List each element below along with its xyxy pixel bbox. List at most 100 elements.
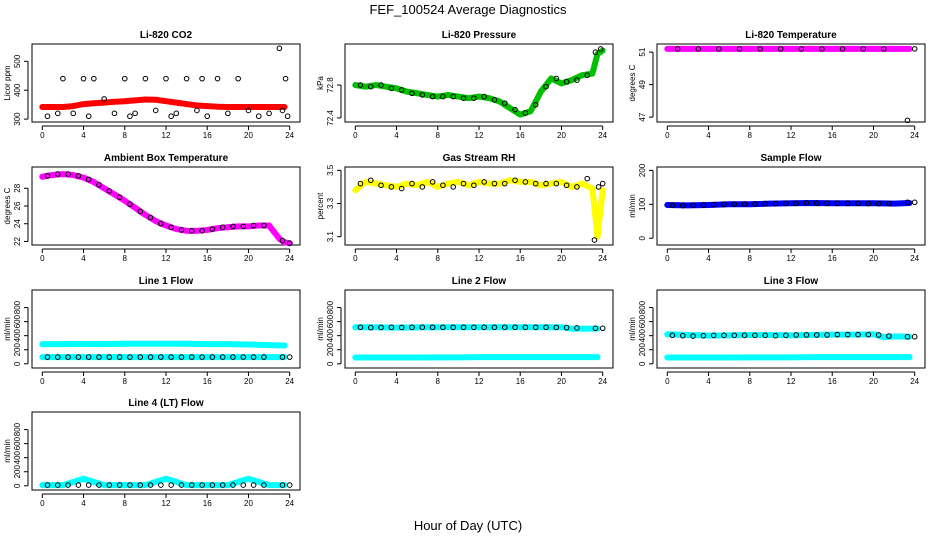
data-point xyxy=(286,482,293,488)
data-point xyxy=(261,482,267,488)
plot-frame xyxy=(656,166,926,246)
data-point xyxy=(352,82,359,88)
data-point xyxy=(429,93,436,100)
data-point xyxy=(460,180,467,187)
x-tick-label: 4 xyxy=(394,131,399,140)
data-point xyxy=(388,184,395,190)
data-point xyxy=(579,180,585,187)
x-tick-label: 0 xyxy=(40,254,45,263)
data-point xyxy=(250,354,257,360)
data-point xyxy=(721,201,727,208)
data-point xyxy=(393,184,400,190)
data-point xyxy=(96,181,102,188)
x-tick-label: 24 xyxy=(598,254,607,263)
data-point xyxy=(132,204,138,211)
data-point xyxy=(132,110,138,117)
y-axis-label: kPa xyxy=(316,76,325,90)
data-point xyxy=(685,332,691,338)
data-point xyxy=(440,93,446,100)
data-point xyxy=(460,95,467,101)
data-point xyxy=(152,218,159,224)
data-point xyxy=(266,482,272,488)
y-axis-label: Licor ppm xyxy=(3,65,12,100)
data-point xyxy=(173,99,180,106)
y-tick-label: 400 xyxy=(13,450,22,464)
panel-li-820-temperature: Li-820 Temperature 0 4 8 12 16 20 24 47 49 51degre… xyxy=(628,30,926,140)
x-tick-label: 24 xyxy=(285,499,294,508)
data-point xyxy=(65,171,71,177)
data-point xyxy=(414,182,420,189)
data-point xyxy=(147,354,154,360)
y-tick-label: 72.4 xyxy=(326,110,335,126)
data-point xyxy=(669,202,676,209)
data-point xyxy=(404,88,410,95)
data-point xyxy=(440,324,446,331)
data-point xyxy=(839,46,846,52)
x-tick-label: 4 xyxy=(706,377,711,386)
data-point xyxy=(844,331,851,338)
y-axis-label: ml/min xyxy=(628,194,637,218)
data-point xyxy=(163,75,169,82)
data-point xyxy=(808,46,815,52)
y-tick-label: 200 xyxy=(638,163,647,177)
data-point xyxy=(414,90,420,97)
data-point xyxy=(589,185,596,192)
plot-frame xyxy=(31,289,301,369)
data-point xyxy=(599,187,606,194)
series-avg xyxy=(39,475,288,489)
data-point xyxy=(595,184,602,190)
panel-title: Gas Stream RH xyxy=(443,153,516,164)
series-band xyxy=(39,340,288,349)
data-point xyxy=(127,354,133,360)
data-point xyxy=(183,340,190,347)
data-point xyxy=(886,333,892,339)
data-point xyxy=(255,222,262,229)
data-point xyxy=(219,482,226,488)
data-point xyxy=(266,222,272,229)
data-point xyxy=(731,332,738,339)
data-point xyxy=(558,80,565,87)
data-point xyxy=(230,223,236,230)
data-point xyxy=(373,354,379,361)
x-tick-label: 0 xyxy=(40,377,45,386)
data-point xyxy=(512,106,518,113)
data-point xyxy=(39,482,46,488)
data-point xyxy=(685,46,691,52)
plot-frame xyxy=(344,166,614,246)
data-point xyxy=(225,482,231,488)
y-tick-label: 400 xyxy=(13,83,22,97)
plot-frame xyxy=(656,289,926,369)
data-point xyxy=(279,482,286,488)
y-tick-label: 400 xyxy=(638,328,647,342)
data-point xyxy=(465,182,472,189)
x-tick-label: 4 xyxy=(81,377,86,386)
data-point xyxy=(121,75,128,82)
data-point xyxy=(367,324,374,331)
data-point xyxy=(168,224,174,231)
data-point xyxy=(481,179,487,185)
y-tick-label: 3.5 xyxy=(326,164,335,176)
data-point xyxy=(44,173,51,179)
data-point xyxy=(168,354,174,360)
plot-frame xyxy=(656,43,926,123)
data-point xyxy=(886,200,892,207)
data-point xyxy=(471,95,477,101)
data-point xyxy=(507,105,513,111)
data-point xyxy=(685,202,691,209)
data-point xyxy=(834,200,841,207)
data-point xyxy=(592,49,599,56)
x-tick-label: 20 xyxy=(869,254,878,263)
data-point xyxy=(204,341,211,347)
series-samples xyxy=(357,175,606,243)
data-point xyxy=(824,332,830,338)
data-point xyxy=(563,182,570,189)
data-point xyxy=(471,182,477,189)
data-point xyxy=(501,324,508,331)
y-tick-label: 600 xyxy=(326,314,335,328)
x-tick-label: 20 xyxy=(244,499,253,508)
x-tick-label: 24 xyxy=(598,377,607,386)
data-point xyxy=(255,104,262,110)
data-point xyxy=(106,354,113,360)
data-point xyxy=(865,331,872,338)
data-point xyxy=(111,98,118,105)
